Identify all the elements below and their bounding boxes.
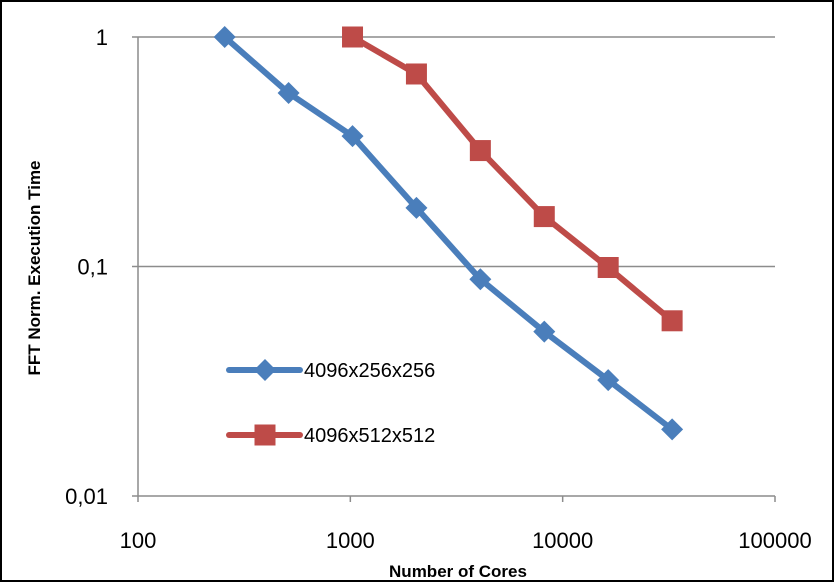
series-layer (213, 26, 684, 441)
series-0 (213, 26, 684, 441)
data-point (405, 63, 427, 85)
y-tick-label: 0,01 (65, 484, 108, 509)
grid-layer (138, 36, 775, 268)
x-tick-label: 10000 (532, 528, 593, 553)
legend-marker (254, 424, 276, 446)
x-axis-title: Number of Cores (389, 562, 527, 581)
data-point (277, 82, 300, 105)
data-point (469, 140, 491, 162)
legend-marker (254, 359, 276, 381)
y-tick-label: 0,1 (77, 255, 108, 280)
x-tick-label: 100000 (738, 528, 811, 553)
legend-label: 4096x512x512 (304, 425, 435, 447)
data-point (405, 196, 428, 219)
data-point (213, 26, 236, 48)
y-axis-title: FFT Norm. Execution Time (25, 160, 44, 375)
legend: 4096x256x256 4096x512x512 (226, 359, 435, 447)
axis-layer: 0,01 0,1 1 100 1000 10000 100000 (65, 25, 812, 553)
data-point (597, 257, 619, 279)
data-point (661, 418, 684, 441)
data-point (661, 310, 683, 332)
data-point (533, 320, 556, 343)
x-tick-label: 100 (120, 528, 157, 553)
data-point (342, 26, 364, 48)
data-point (469, 268, 492, 291)
x-tick-label: 1000 (326, 528, 375, 553)
data-point (533, 206, 555, 228)
data-point (597, 369, 620, 392)
series-line (221, 34, 676, 433)
legend-label: 4096x256x256 (304, 360, 435, 382)
y-tick-label: 1 (96, 25, 108, 50)
series-line (349, 34, 676, 324)
data-point (341, 125, 364, 148)
series-1 (342, 26, 683, 332)
